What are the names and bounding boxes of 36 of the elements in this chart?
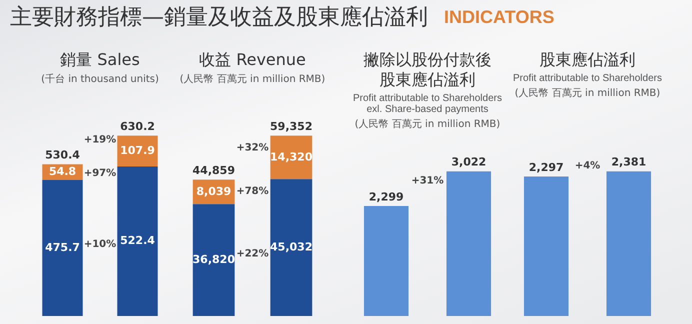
total-label: 530.4 [45, 148, 80, 162]
chart-title: 銷量 Sales [59, 50, 141, 70]
text: 主要財務指標—銷量及收益及股東應佔溢利 [10, 4, 428, 32]
data-label: 107.9 [120, 144, 155, 157]
chart-title: 股東應佔溢利 [538, 50, 636, 70]
chart-title: 撇除以股份付款後股東應佔溢利 [362, 50, 492, 90]
data-label: 2,297 [528, 160, 564, 174]
data-label: 475.7 [45, 240, 80, 254]
annotation: +19% [84, 134, 116, 146]
y-axis-title: (人民幣 百萬元 in million RMB) [178, 72, 326, 86]
data-label: 36,820 [192, 252, 236, 266]
y-axis-title: (人民幣 百萬元 in million RMB) [514, 86, 662, 100]
data-label: 3,022 [451, 156, 486, 169]
total-label: 44,859 [192, 164, 235, 178]
annotation: +78% [236, 186, 269, 198]
data-label: 8,039 [196, 184, 232, 198]
annotation: +10% [84, 239, 116, 250]
total-label: 59,352 [270, 120, 312, 133]
data-label: 2,299 [368, 190, 404, 204]
annotation: +32% [236, 142, 269, 154]
data-label: 54.8 [48, 164, 76, 178]
chart-title: 收益 Revenue [198, 50, 307, 70]
y-axis-title: (千台 in thousand units) [40, 72, 160, 86]
data-label: 522.4 [120, 234, 156, 248]
data-label: 14,320 [270, 150, 313, 164]
annotation: +97% [84, 168, 116, 179]
data-label: 45,032 [270, 240, 312, 254]
data-label: 2,381 [611, 156, 646, 169]
text: INDICATORS [444, 6, 554, 28]
total-label: 630.2 [120, 120, 155, 133]
annotation: +22% [236, 248, 269, 260]
chart-subtitle: Profit attributable to Shareholders [512, 73, 663, 84]
chart-subtitle: Profit attributable to Shareholders exl. Share-based payments [352, 93, 503, 115]
y-axis-title: (人民幣 百萬元 in million RMB) [354, 118, 502, 131]
annotation: +31% [411, 175, 444, 186]
annotation: +4% [574, 160, 600, 172]
